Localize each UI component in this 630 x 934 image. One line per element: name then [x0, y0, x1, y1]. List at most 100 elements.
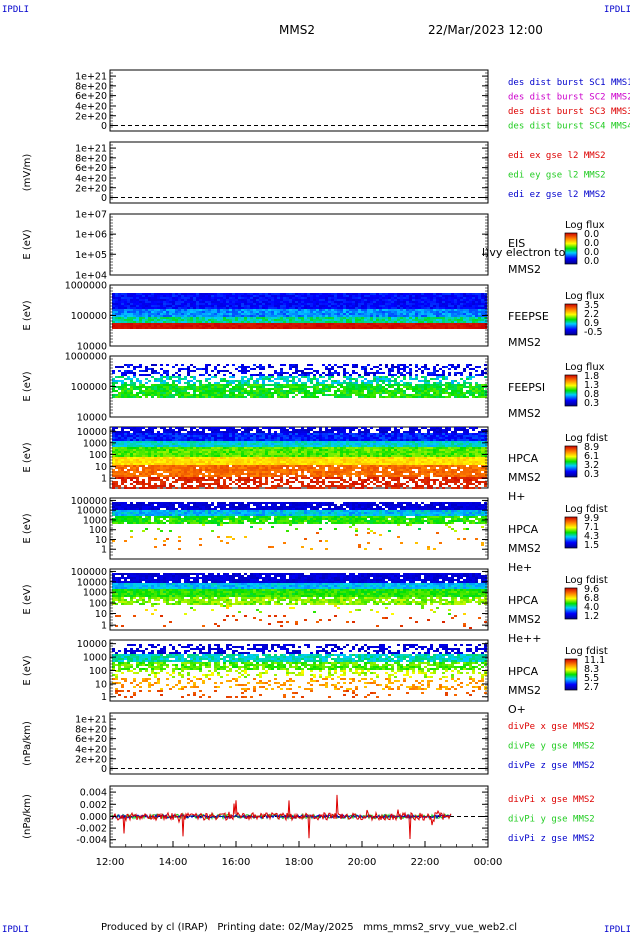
spectrogram-cell: [334, 327, 337, 329]
spectrogram-cell: [190, 443, 193, 445]
spectrogram-cell: [424, 311, 427, 313]
spectrogram-cell: [286, 301, 289, 303]
spectrogram-cell: [238, 299, 241, 301]
spectrogram-cell: [139, 386, 142, 388]
spectrogram-cell: [208, 386, 211, 388]
spectrogram-cell: [472, 443, 475, 445]
spectrogram-cell: [334, 311, 337, 313]
spectrogram-cell: [148, 429, 151, 431]
spectrogram-cell: [316, 307, 319, 309]
spectrogram-cell: [457, 364, 460, 366]
y-tick-label: 0: [101, 193, 107, 204]
spectrogram-cell: [481, 435, 484, 437]
spectrogram-cell: [391, 394, 394, 396]
spectrogram-cell: [391, 439, 394, 441]
spectrogram-cell: [454, 295, 457, 297]
spectrogram-cell: [112, 295, 115, 297]
spectrogram-cell: [277, 325, 280, 327]
spectrogram-cell: [271, 293, 274, 295]
spectrogram-cell: [445, 319, 448, 321]
spectrogram-cell: [160, 301, 163, 303]
spectrogram-cell: [241, 315, 244, 317]
spectrogram-cell: [154, 301, 157, 303]
spectrogram-cell: [457, 429, 460, 431]
spectrogram-cell: [199, 305, 202, 307]
spectrogram-cell: [175, 376, 178, 378]
spectrogram-cell: [214, 390, 217, 392]
spectrogram-cell: [238, 321, 241, 323]
spectrogram-cell: [181, 311, 184, 313]
spectrogram-cell: [376, 309, 379, 311]
spectrogram-cell: [241, 295, 244, 297]
spectrogram-cell: [202, 374, 205, 376]
spectrogram-cell: [355, 321, 358, 323]
spectrogram-cell: [301, 372, 304, 374]
spectrogram-cell: [298, 313, 301, 315]
spectrogram-cell: [385, 437, 388, 439]
spectrogram-cell: [112, 441, 115, 443]
spectrogram-cell: [388, 427, 391, 429]
spectrogram-cell: [451, 317, 454, 319]
spectrogram-cell: [259, 378, 262, 380]
spectrogram-cell: [115, 307, 118, 309]
spectrogram-cell: [112, 445, 115, 447]
spectrogram-cell: [400, 325, 403, 327]
spectrogram-cell: [121, 429, 124, 431]
spectrogram-cell: [247, 297, 250, 299]
spectrogram-cell: [445, 327, 448, 329]
spectrogram-cell: [187, 301, 190, 303]
spectrogram-cell: [388, 384, 391, 386]
spectrogram-cell: [232, 303, 235, 305]
spectrogram-cell: [142, 384, 145, 386]
spectrogram-cell: [118, 431, 121, 433]
spectrogram-cell: [274, 319, 277, 321]
spectrogram-cell: [313, 327, 316, 329]
spectrogram-cell: [385, 295, 388, 297]
spectrogram-cell: [325, 327, 328, 329]
spectrogram-cell: [394, 378, 397, 380]
spectrogram-cell: [352, 441, 355, 443]
spectrogram-cell: [409, 309, 412, 311]
spectrogram-cell: [247, 293, 250, 295]
spectrogram-cell: [451, 388, 454, 390]
spectrogram-cell: [160, 368, 163, 370]
spectrogram-cell: [475, 382, 478, 384]
spectrogram-cell: [472, 437, 475, 439]
spectrogram-cell: [292, 392, 295, 394]
spectrogram-cell: [463, 313, 466, 315]
spectrogram-cell: [406, 388, 409, 390]
spectrogram-cell: [397, 443, 400, 445]
spectrogram-cell: [469, 435, 472, 437]
spectrogram-cell: [163, 301, 166, 303]
spectrogram-cell: [124, 370, 127, 372]
spectrogram-cell: [355, 378, 358, 380]
spectrogram-cell: [418, 315, 421, 317]
spectrogram-cell: [193, 313, 196, 315]
spectrogram-cell: [262, 368, 265, 370]
spectrogram-cell: [394, 392, 397, 394]
spectrogram-cell: [160, 327, 163, 329]
spectrogram-cell: [238, 388, 241, 390]
spectrogram-cell: [298, 321, 301, 323]
spectrogram-cell: [238, 303, 241, 305]
spectrogram-cell: [175, 380, 178, 382]
spectrogram-cell: [181, 378, 184, 380]
spectrogram-cell: [208, 309, 211, 311]
spectrogram-cell: [127, 293, 130, 295]
spectrogram-cell: [115, 437, 118, 439]
spectrogram-cell: [244, 303, 247, 305]
spectrogram-cell: [328, 372, 331, 374]
spectrogram-cell: [355, 392, 358, 394]
spectrogram-cell: [310, 368, 313, 370]
spectrogram-cell: [169, 394, 172, 396]
spectrogram-cell: [202, 439, 205, 441]
spectrogram-cell: [358, 317, 361, 319]
spectrogram-cell: [451, 394, 454, 396]
spectrogram-cell: [253, 297, 256, 299]
spectrogram-cell: [217, 295, 220, 297]
spectrogram-cell: [163, 384, 166, 386]
spectrogram-cell: [268, 394, 271, 396]
spectrogram-cell: [208, 295, 211, 297]
spectrogram-cell: [163, 386, 166, 388]
spectrogram-cell: [280, 384, 283, 386]
